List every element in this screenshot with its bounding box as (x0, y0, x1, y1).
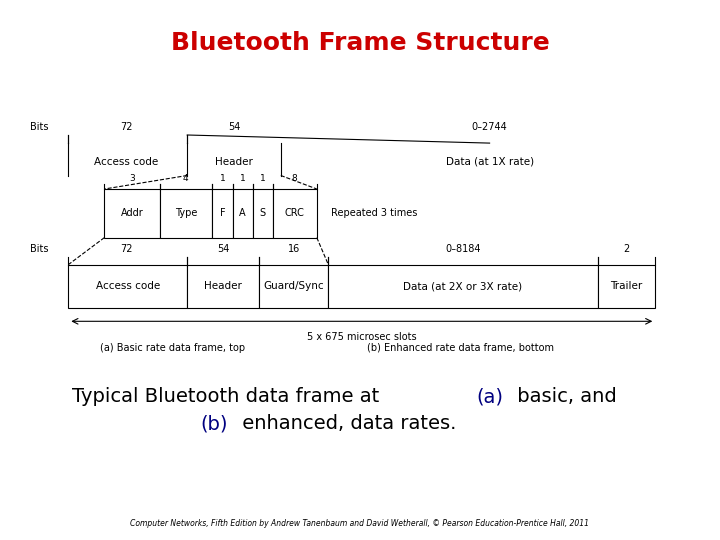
Text: enhanced, data rates.: enhanced, data rates. (235, 414, 456, 434)
Text: 5 x 675 microsec slots: 5 x 675 microsec slots (307, 332, 417, 342)
Text: Guard/Sync: Guard/Sync (264, 281, 324, 291)
Bar (253, 189, 273, 238)
Text: (b) Enhanced rate data frame, bottom: (b) Enhanced rate data frame, bottom (367, 343, 554, 353)
Text: 72: 72 (120, 244, 132, 254)
Bar (160, 189, 212, 238)
Text: Header: Header (215, 157, 253, 167)
Text: 1: 1 (240, 173, 246, 183)
Bar (68, 265, 187, 308)
Bar (187, 265, 259, 308)
Text: 8: 8 (292, 173, 297, 183)
Text: Trailer: Trailer (611, 281, 642, 291)
Bar (598, 265, 655, 308)
Text: Typical Bluetooth data frame at: Typical Bluetooth data frame at (72, 387, 386, 407)
Text: 0–2744: 0–2744 (472, 122, 508, 132)
Text: A: A (239, 208, 246, 218)
Text: Data (at 2X or 3X rate): Data (at 2X or 3X rate) (403, 281, 523, 291)
Text: Bits: Bits (30, 122, 49, 132)
Bar (233, 189, 253, 238)
Text: 1: 1 (220, 173, 225, 183)
Text: S: S (260, 208, 266, 218)
Text: Bits: Bits (30, 244, 49, 254)
Text: Access code: Access code (94, 157, 158, 167)
Bar (212, 189, 233, 238)
Text: 1: 1 (260, 173, 266, 183)
Text: 3: 3 (129, 173, 135, 183)
Text: Data (at 1X rate): Data (at 1X rate) (446, 157, 534, 167)
Bar (259, 265, 328, 308)
Bar (328, 265, 598, 308)
Text: (a): (a) (477, 387, 503, 407)
Text: Access code: Access code (96, 281, 160, 291)
Text: 4: 4 (183, 173, 189, 183)
Text: Bluetooth Frame Structure: Bluetooth Frame Structure (171, 31, 549, 55)
Text: F: F (220, 208, 225, 218)
Text: 54: 54 (217, 244, 230, 254)
Text: 72: 72 (120, 122, 132, 132)
Text: Computer Networks, Fifth Edition by Andrew Tanenbaum and David Wetherall, © Pear: Computer Networks, Fifth Edition by Andr… (130, 519, 590, 528)
Text: 0–8184: 0–8184 (445, 244, 481, 254)
Text: Header: Header (204, 281, 242, 291)
Bar (273, 189, 317, 238)
Text: 16: 16 (287, 244, 300, 254)
Text: (b): (b) (200, 414, 228, 434)
Text: 54: 54 (228, 122, 240, 132)
Text: basic, and: basic, and (511, 387, 617, 407)
Text: CRC: CRC (285, 208, 305, 218)
Text: Type: Type (175, 208, 197, 218)
Text: 2: 2 (624, 244, 629, 254)
Text: Addr: Addr (121, 208, 143, 218)
Text: (a) Basic rate data frame, top: (a) Basic rate data frame, top (100, 343, 246, 353)
Bar (104, 189, 160, 238)
Text: Repeated 3 times: Repeated 3 times (331, 208, 418, 218)
